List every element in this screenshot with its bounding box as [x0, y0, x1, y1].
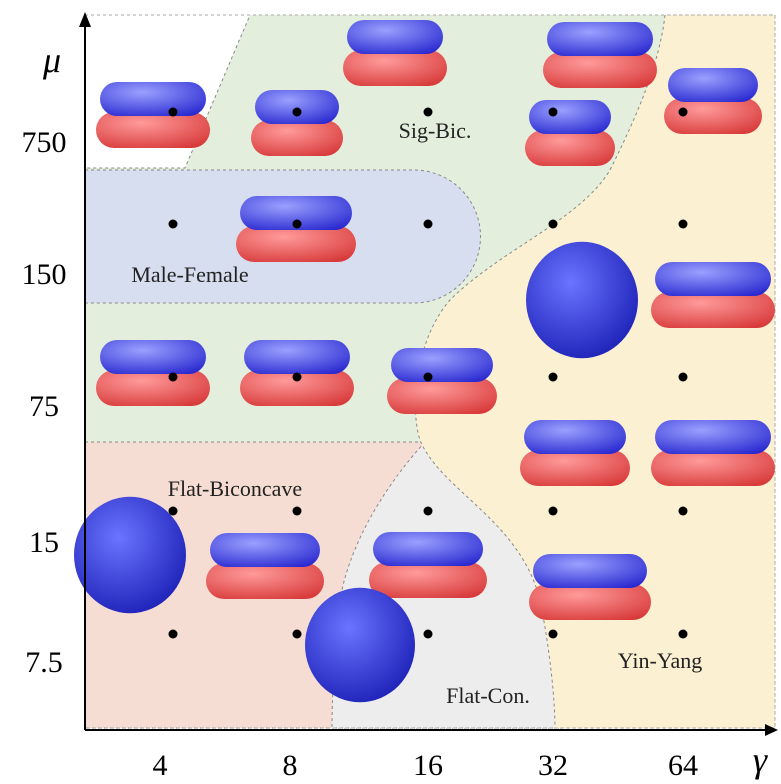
grid-dot	[423, 372, 433, 382]
x-ticks: 4 8 16 32 64	[153, 749, 699, 782]
grid-dot	[168, 219, 178, 229]
grid-dot	[168, 372, 178, 382]
blue-layer	[533, 554, 647, 588]
grid-dot	[292, 219, 302, 229]
blue-layer	[347, 20, 443, 54]
y-tick-label: 150	[22, 258, 67, 291]
sphere-cell	[526, 241, 638, 359]
blue-layer	[668, 68, 758, 102]
grid-dot	[292, 506, 302, 516]
grid-dot	[423, 506, 433, 516]
red-layer	[343, 50, 447, 86]
red-layer	[529, 584, 651, 620]
grid-dot	[423, 629, 433, 639]
x-arrow	[765, 724, 778, 736]
red-layer	[387, 378, 497, 414]
blue-layer	[391, 348, 493, 382]
grid-dot	[678, 107, 688, 117]
red-layer	[369, 562, 487, 598]
grid-dot	[168, 506, 178, 516]
y-tick-label: 7.5	[25, 646, 63, 679]
blue-layer	[255, 90, 339, 124]
red-layer	[236, 226, 356, 262]
grid-dot	[678, 219, 688, 229]
grid-dot	[423, 219, 433, 229]
region-label: Male-Female	[131, 262, 248, 287]
blue-layer	[373, 532, 483, 566]
grid-dot	[548, 629, 558, 639]
grid-dot	[423, 107, 433, 117]
sphere-cell	[74, 496, 186, 614]
region-label: Flat-Con.	[446, 683, 530, 708]
grid-dot	[678, 506, 688, 516]
red-layer	[96, 370, 210, 406]
grid-dot	[168, 629, 178, 639]
blue-layer	[547, 22, 653, 56]
yin-yang-region	[414, 14, 776, 729]
blue-layer	[244, 340, 350, 374]
red-layer	[543, 52, 657, 88]
blue-layer	[524, 420, 626, 454]
grid-dot	[292, 629, 302, 639]
grid-dot	[168, 107, 178, 117]
grid-dot	[548, 372, 558, 382]
sphere-cell	[305, 587, 415, 703]
red-layer	[664, 98, 762, 134]
x-tick-label: 16	[413, 749, 443, 782]
red-layer	[240, 370, 354, 406]
grid-dot	[548, 506, 558, 516]
y-label: μ	[42, 40, 61, 80]
blue-layer	[240, 196, 352, 230]
cells	[74, 20, 775, 703]
grid-dot	[292, 372, 302, 382]
red-layer	[251, 120, 343, 156]
blue-layer	[210, 533, 320, 567]
x-label: γ	[753, 740, 768, 780]
red-layer	[520, 450, 630, 486]
red-layer	[206, 563, 324, 599]
region-label: Flat-Biconcave	[168, 476, 302, 501]
region-label: Sig-Bic.	[399, 118, 472, 143]
red-layer	[96, 112, 210, 148]
grid-dot	[678, 629, 688, 639]
grid-dot	[292, 107, 302, 117]
region-label: Yin-Yang	[618, 648, 703, 673]
blue-layer	[655, 262, 771, 296]
red-layer	[525, 130, 615, 166]
blue-layer	[529, 100, 611, 134]
blue-layer	[100, 340, 206, 374]
x-tick-label: 32	[538, 749, 568, 782]
y-tick-label: 75	[29, 390, 59, 423]
grid-dot	[548, 219, 558, 229]
blue-layer	[100, 82, 206, 116]
grid-dot	[548, 107, 558, 117]
x-tick-label: 4	[153, 749, 168, 782]
y-tick-label: 750	[22, 126, 67, 159]
y-arrow	[79, 12, 91, 27]
grid-dot	[678, 372, 688, 382]
dots	[168, 107, 688, 639]
y-ticks: 750 150 75 15 7.5	[22, 126, 67, 679]
red-layer	[651, 450, 775, 486]
blue-layer	[655, 420, 771, 454]
red-layer	[651, 292, 775, 328]
x-tick-label: 64	[668, 749, 698, 782]
y-tick-label: 15	[29, 526, 59, 559]
x-tick-label: 8	[283, 749, 298, 782]
